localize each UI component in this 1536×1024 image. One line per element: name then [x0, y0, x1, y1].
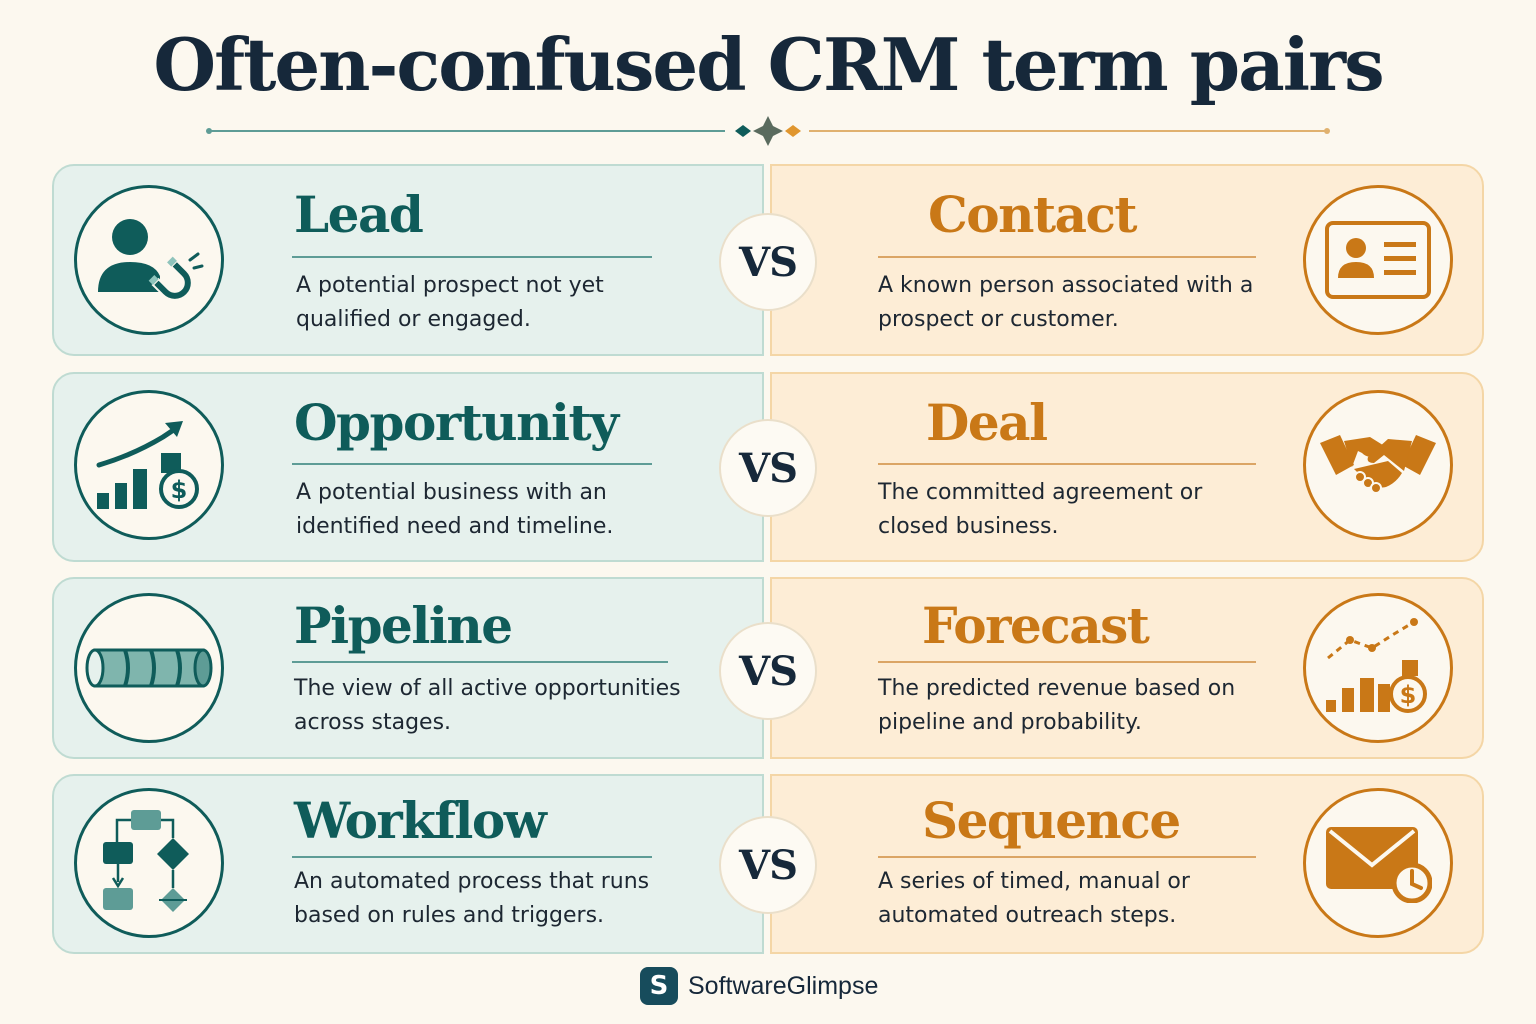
contact-card-icon	[1303, 185, 1453, 335]
deal-description: The committed agreement or closed busine…	[878, 480, 1203, 539]
lead-description: A potential prospect not yet qualified o…	[296, 273, 604, 332]
workflow-description: An automated process that runs based on …	[294, 869, 650, 928]
forecast-description: The predicted revenue based on pipeline …	[878, 676, 1236, 735]
forecast-term: Forecast	[922, 596, 1150, 655]
deal-term: Deal	[926, 393, 1048, 452]
workflow-rule	[292, 856, 652, 858]
sequence-rule	[878, 856, 1256, 858]
pipeline-description: The view of all active opportunities acr…	[294, 676, 681, 735]
svg-text:$: $	[1400, 681, 1417, 709]
workflow-term: Workflow	[294, 791, 547, 850]
vs-badge-1: VS	[719, 213, 817, 311]
brand-logo: S	[640, 967, 678, 1005]
brand: S SoftwareGlimpse	[640, 966, 878, 1006]
envelope-clock-icon	[1303, 788, 1453, 938]
forecast-rule	[878, 661, 1256, 663]
opportunity-rule	[292, 463, 652, 465]
pipe-icon	[74, 593, 224, 743]
vs-badge-3: VS	[719, 622, 817, 720]
growth-chart-dollar-icon: $	[74, 390, 224, 540]
title-divider	[206, 116, 1330, 146]
lead-term: Lead	[294, 185, 424, 244]
pipeline-rule	[292, 661, 668, 663]
lead-rule	[292, 256, 652, 258]
contact-rule	[878, 256, 1256, 258]
contact-term: Contact	[928, 185, 1138, 244]
vs-badge-4: VS	[719, 816, 817, 914]
flowchart-icon	[74, 788, 224, 938]
opportunity-description: A potential business with an identified …	[296, 480, 614, 539]
person-magnet-icon	[74, 185, 224, 335]
page-title: Often-confused CRM term pairs	[153, 22, 1384, 107]
svg-text:$: $	[171, 476, 188, 504]
sequence-term: Sequence	[922, 791, 1181, 850]
opportunity-term: Opportunity	[294, 393, 619, 452]
pipeline-term: Pipeline	[294, 596, 513, 655]
vs-badge-2: VS	[719, 419, 817, 517]
brand-name: SoftwareGlimpse	[688, 971, 879, 1000]
forecast-chart-dollar-icon: $	[1303, 593, 1453, 743]
contact-description: A known person associated with a prospec…	[878, 273, 1254, 332]
handshake-icon	[1303, 390, 1453, 540]
deal-rule	[878, 463, 1256, 465]
sequence-description: A series of timed, manual or automated o…	[878, 869, 1190, 928]
